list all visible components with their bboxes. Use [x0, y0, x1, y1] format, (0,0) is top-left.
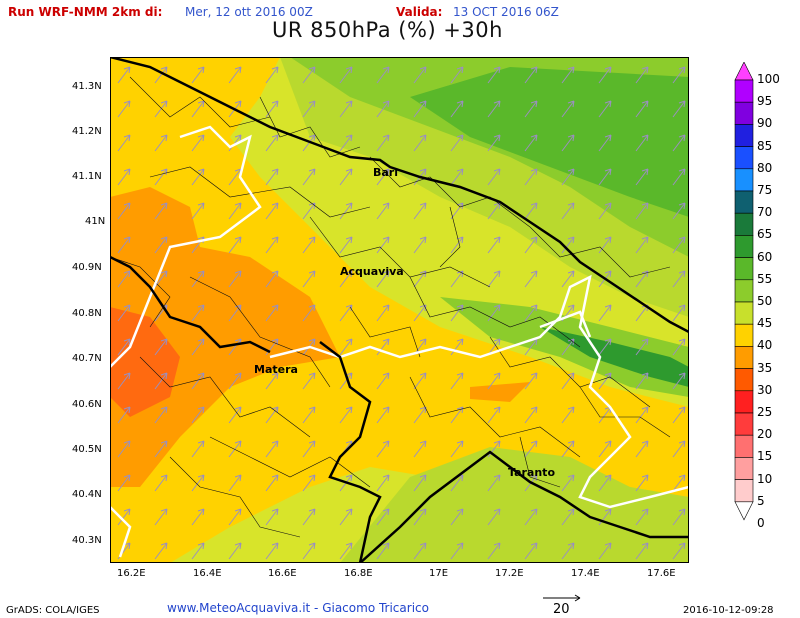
- lat-tick: 41N: [85, 216, 106, 227]
- colorbar-segment: [734, 368, 754, 392]
- colorbar-label: 40: [757, 338, 773, 353]
- city-label-bari: Bari: [373, 166, 399, 179]
- colorbar-top-cap: [734, 62, 754, 81]
- colorbar-label: 75: [757, 183, 773, 197]
- vector-reference-arrow: [543, 594, 581, 602]
- valid-date: 13 OCT 2016 06Z: [453, 5, 559, 19]
- lat-tick: 40.3N: [72, 535, 102, 546]
- rh-map: [110, 57, 689, 563]
- coastline-ionian: [359, 450, 689, 563]
- lon-tick: 16.8E: [344, 568, 373, 579]
- lat-tick: 40.7N: [72, 353, 102, 364]
- city-label-matera: Matera: [254, 363, 298, 376]
- lat-tick: 41.1N: [72, 171, 102, 182]
- basilicata-border-east: [319, 341, 382, 563]
- colorbar-segment: [734, 79, 754, 103]
- colorbar-label: 15: [757, 449, 773, 464]
- colorbar-segment: [734, 457, 754, 480]
- vector-reference-label: 20: [553, 602, 570, 617]
- region-border-west: [110, 125, 262, 368]
- lat-tick: 40.6N: [72, 399, 102, 410]
- colorbar-label: 5: [757, 493, 765, 508]
- colorbar-label: 35: [757, 360, 773, 375]
- lat-tick: 40.8N: [72, 308, 102, 319]
- colorbar-label: 10: [757, 471, 773, 486]
- lat-tick: 41.3N: [72, 81, 102, 92]
- lon-tick: 16.4E: [193, 568, 222, 579]
- city-label-acquaviva: Acquaviva: [340, 265, 404, 278]
- lat-tick: 40.5N: [72, 444, 102, 455]
- map-title: UR 850hPa (%) +30h: [272, 18, 503, 42]
- footer-credit: www.MeteoAcquaviva.it - Giacomo Tricaric…: [167, 601, 429, 615]
- region-border-sw: [110, 506, 132, 558]
- colorbar-label: 70: [757, 205, 773, 220]
- run-date: Mer, 12 ott 2016 00Z: [185, 5, 313, 19]
- colorbar-segment: [734, 301, 754, 325]
- colorbar-label: 60: [757, 249, 773, 264]
- colorbar-label: 80: [757, 160, 773, 175]
- lon-tick: 16.2E: [117, 568, 146, 579]
- lat-tick: 40.4N: [72, 489, 102, 500]
- region-border-east: [539, 310, 592, 338]
- colorbar-label: 65: [757, 227, 773, 242]
- colorbar-segment: [734, 235, 754, 258]
- colorbar-label: 50: [757, 294, 773, 308]
- map-frame: [110, 57, 689, 563]
- coastline-adriatic: [110, 57, 689, 334]
- valid-label: Valida:: [396, 5, 443, 19]
- colorbar-segment: [734, 434, 754, 458]
- colorbar: [734, 62, 754, 521]
- colorbar-label: 100: [757, 72, 780, 86]
- colorbar-bottom-cap: [734, 501, 754, 521]
- colorbar-segment: [734, 390, 754, 414]
- colorbar-label: 45: [757, 316, 773, 331]
- city-label-taranto: Taranto: [508, 466, 556, 479]
- colorbar-segment: [734, 146, 754, 170]
- colorbar-segment: [734, 212, 754, 236]
- colorbar-segment: [734, 279, 754, 303]
- footer-grads: GrADS: COLA/IGES: [6, 605, 100, 616]
- footer-timestamp: 2016-10-12-09:28: [683, 605, 774, 616]
- wind-vectors: [110, 57, 689, 563]
- colorbar-segment: [734, 190, 754, 214]
- colorbar-segment: [734, 257, 754, 281]
- colorbar-label: 25: [757, 405, 773, 419]
- colorbar-segment: [734, 168, 754, 192]
- lon-tick: 16.6E: [268, 568, 297, 579]
- municipal-borders: [110, 76, 671, 538]
- lon-tick: 17.4E: [571, 568, 600, 579]
- lat-tick: 40.9N: [72, 262, 102, 273]
- colorbar-segment: [734, 323, 754, 347]
- colorbar-label: 0: [757, 516, 765, 530]
- colorbar-segment: [734, 101, 754, 125]
- colorbar-segment: [734, 124, 754, 147]
- basilicata-border-north: [110, 255, 271, 354]
- lon-tick: 17.2E: [495, 568, 524, 579]
- colorbar-label: 55: [757, 271, 773, 286]
- lon-tick: 17E: [429, 568, 449, 579]
- lon-tick: 17.6E: [647, 568, 676, 579]
- colorbar-segment: [734, 479, 754, 503]
- run-label: Run WRF-NMM 2km di:: [8, 5, 163, 19]
- colorbar-label: 85: [757, 138, 773, 153]
- colorbar-label: 95: [757, 94, 773, 109]
- colorbar-segment: [734, 412, 754, 436]
- colorbar-label: 30: [757, 382, 773, 397]
- region-border-puglia-basilicata: [269, 274, 689, 509]
- colorbar-segment: [734, 346, 754, 369]
- colorbar-label: 20: [757, 427, 773, 442]
- lat-tick: 41.2N: [72, 126, 102, 137]
- colorbar-label: 90: [757, 116, 773, 131]
